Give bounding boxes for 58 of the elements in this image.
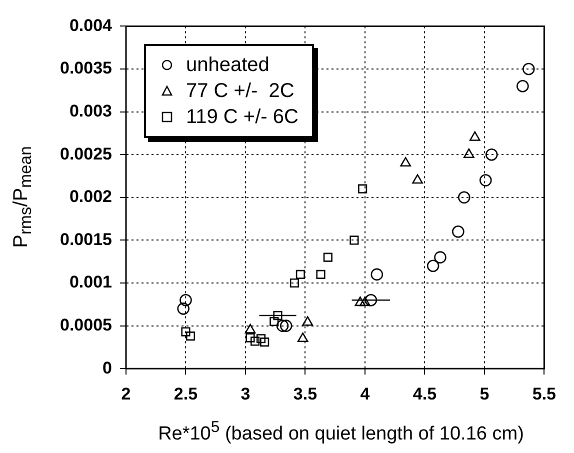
point	[360, 296, 370, 306]
point	[522, 62, 535, 76]
x-tick-label: 2	[121, 384, 131, 404]
point	[250, 336, 260, 346]
point	[452, 225, 464, 238]
x-tick-label: 2.5	[174, 384, 198, 404]
y-tick-label: 0.0025	[60, 144, 112, 164]
point	[479, 174, 492, 186]
point	[516, 80, 529, 92]
legend-label: unheated	[186, 53, 270, 78]
point	[350, 236, 359, 245]
point	[434, 251, 446, 264]
point	[177, 302, 190, 315]
point	[244, 324, 256, 334]
y-tick-label: 0.001	[69, 272, 112, 292]
point	[181, 327, 190, 336]
point	[316, 270, 326, 279]
y-tick-label: 0.003	[69, 101, 112, 120]
x-tick-label: 3.5	[293, 384, 318, 404]
point	[364, 294, 378, 306]
point	[273, 310, 282, 320]
point	[463, 148, 474, 158]
point	[485, 148, 498, 161]
point	[276, 320, 289, 332]
x-tick-label: 5.5	[532, 384, 556, 404]
point	[256, 334, 266, 344]
x-tick-label: 4	[360, 384, 370, 404]
x-tick-label: 4.5	[412, 384, 437, 404]
point	[180, 294, 192, 306]
point	[296, 270, 305, 279]
x-tick-label: 5	[480, 384, 490, 404]
point	[297, 332, 308, 342]
point	[458, 191, 470, 204]
point	[370, 268, 384, 281]
x-axis-title: Re*10$^{5}$ (based on quiet length of 10.16 cm)	[157, 418, 525, 445]
point	[323, 252, 332, 262]
y-tick-label: 0.002	[69, 187, 112, 206]
point	[302, 316, 314, 326]
point	[469, 131, 480, 141]
point	[270, 316, 279, 326]
x-tick-label: 3	[240, 384, 250, 404]
y-tick-label: 0	[102, 358, 112, 378]
point	[354, 296, 366, 306]
y-tick-label: 0.0035	[60, 58, 112, 78]
point	[260, 338, 270, 347]
legend-label: 77 C +/- 2C	[186, 79, 294, 104]
point	[426, 260, 440, 272]
y-tick-label: 0.004	[69, 16, 113, 35]
point	[412, 174, 423, 184]
point	[186, 332, 196, 341]
y-tick-label: 0.0005	[60, 315, 112, 334]
legend-label: 119 C +/- 6C	[186, 105, 298, 130]
point	[358, 184, 368, 194]
point	[290, 278, 300, 288]
point	[246, 333, 255, 342]
point	[280, 320, 292, 332]
y-tick-label: 0.0015	[60, 230, 112, 249]
point	[400, 157, 411, 167]
